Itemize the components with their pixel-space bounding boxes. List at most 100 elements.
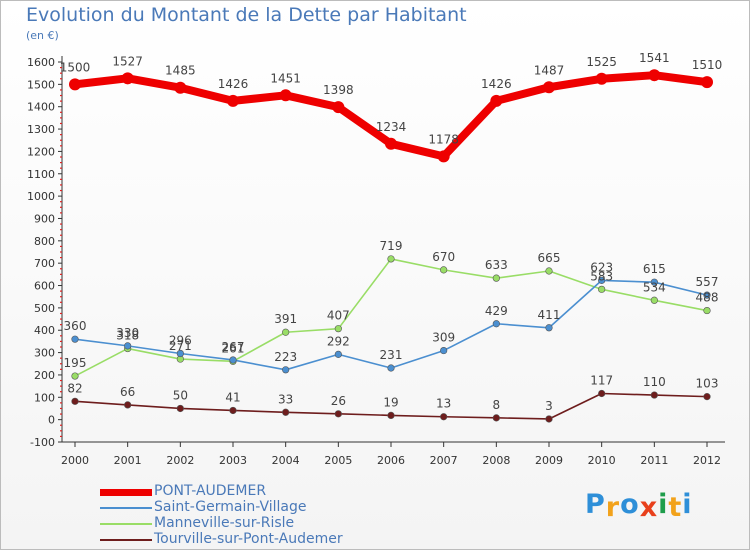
data-point: [437, 150, 450, 163]
legend-item: Manneville-sur-Risle: [100, 515, 400, 532]
y-minor-tick: [60, 435, 62, 438]
y-tick-label: 1100: [27, 168, 55, 181]
y-minor-tick: [60, 290, 62, 292]
x-tick-label: 2009: [535, 454, 563, 467]
data-label: 318: [116, 329, 139, 343]
data-point: [543, 81, 555, 94]
data-label: 1451: [270, 71, 301, 85]
data-label: 1398: [323, 83, 354, 97]
data-label: 223: [274, 350, 297, 364]
data-label: 615: [643, 262, 666, 276]
y-minor-tick: [60, 312, 62, 315]
y-tick-label: 900: [34, 212, 55, 225]
legend-label: Saint-Germain-Village: [154, 499, 307, 515]
x-tick-label: 2000: [61, 454, 89, 467]
data-point: [650, 296, 658, 304]
data-label: 623: [590, 260, 613, 274]
data-label: 633: [485, 258, 508, 272]
data-label: 231: [380, 348, 403, 362]
y-tick-label: 1300: [27, 123, 55, 136]
data-label: 391: [274, 312, 297, 326]
y-minor-tick: [60, 223, 62, 225]
proxiti-logo: Proxiti: [585, 489, 693, 523]
y-minor-tick: [60, 346, 62, 348]
y-minor-tick: [60, 318, 62, 320]
legend-item: Saint-Germain-Village: [100, 499, 400, 516]
y-tick-label: 300: [34, 347, 55, 360]
data-point: [279, 89, 292, 102]
data-point: [703, 393, 711, 401]
y-minor-tick: [60, 402, 62, 404]
data-label: 117: [590, 373, 613, 387]
y-minor-tick: [60, 139, 62, 141]
data-point: [229, 406, 237, 415]
data-point: [71, 372, 79, 380]
legend-item: PONT-AUDEMER: [100, 483, 400, 500]
data-point: [440, 266, 448, 274]
data-label: 1485: [165, 64, 196, 78]
data-label: 360: [64, 319, 87, 333]
chart-subtitle: (en €): [26, 29, 59, 42]
data-label: 1525: [586, 55, 617, 69]
y-minor-tick: [60, 279, 62, 281]
data-label: 1426: [218, 77, 249, 91]
data-point: [334, 410, 342, 418]
data-point: [229, 356, 237, 364]
data-label: 1234: [376, 120, 407, 134]
y-tick-label: 400: [34, 324, 55, 337]
x-tick-label: 2005: [324, 454, 352, 467]
x-tick-label: 2006: [377, 454, 405, 467]
data-label: 292: [327, 334, 350, 348]
data-point: [176, 349, 184, 358]
y-tick-label: 0: [48, 414, 55, 427]
data-label: 195: [64, 356, 87, 370]
y-tick-label: 1000: [27, 190, 55, 203]
data-point: [71, 335, 79, 343]
logo-letter: i: [682, 489, 693, 520]
x-tick-label: 2001: [114, 454, 142, 467]
data-point: [598, 285, 606, 293]
data-point: [334, 325, 342, 333]
y-minor-tick: [60, 229, 62, 231]
data-point: [176, 404, 184, 413]
data-point: [121, 72, 134, 85]
y-minor-tick: [60, 167, 62, 169]
data-point: [440, 413, 448, 421]
data-point: [385, 137, 397, 150]
data-label: 19: [383, 395, 398, 409]
y-tick-label: 700: [34, 257, 55, 270]
data-point: [387, 364, 395, 372]
y-minor-tick: [60, 234, 62, 236]
x-tick-label: 2011: [640, 454, 668, 467]
y-minor-tick: [60, 184, 62, 186]
logo-letter: t: [668, 492, 683, 523]
y-minor-tick: [60, 251, 62, 253]
y-minor-tick: [60, 379, 62, 382]
data-label: 429: [485, 304, 508, 318]
data-label: 66: [120, 385, 135, 399]
y-minor-tick: [60, 324, 62, 326]
y-minor-tick: [60, 66, 62, 69]
y-minor-tick: [60, 156, 62, 158]
data-point: [490, 94, 503, 107]
data-point: [701, 76, 713, 89]
y-minor-tick: [60, 111, 62, 113]
data-label: 1426: [481, 77, 512, 91]
logo-letter: i: [658, 489, 669, 520]
y-tick-label: 1600: [27, 56, 55, 69]
y-minor-tick: [60, 122, 62, 125]
y-minor-tick: [60, 245, 62, 248]
data-label: 41: [225, 390, 240, 404]
data-label: 1487: [534, 63, 565, 77]
y-tick-label: 600: [34, 280, 55, 293]
data-label: 271: [169, 339, 192, 353]
data-point: [71, 397, 79, 405]
y-minor-tick: [60, 89, 62, 91]
data-label: 411: [538, 308, 561, 322]
x-tick-label: 2007: [430, 454, 458, 467]
data-label: 583: [590, 269, 613, 283]
y-minor-tick: [60, 273, 62, 275]
data-point: [595, 72, 608, 85]
data-label: 103: [696, 377, 719, 391]
y-minor-tick: [60, 407, 62, 410]
